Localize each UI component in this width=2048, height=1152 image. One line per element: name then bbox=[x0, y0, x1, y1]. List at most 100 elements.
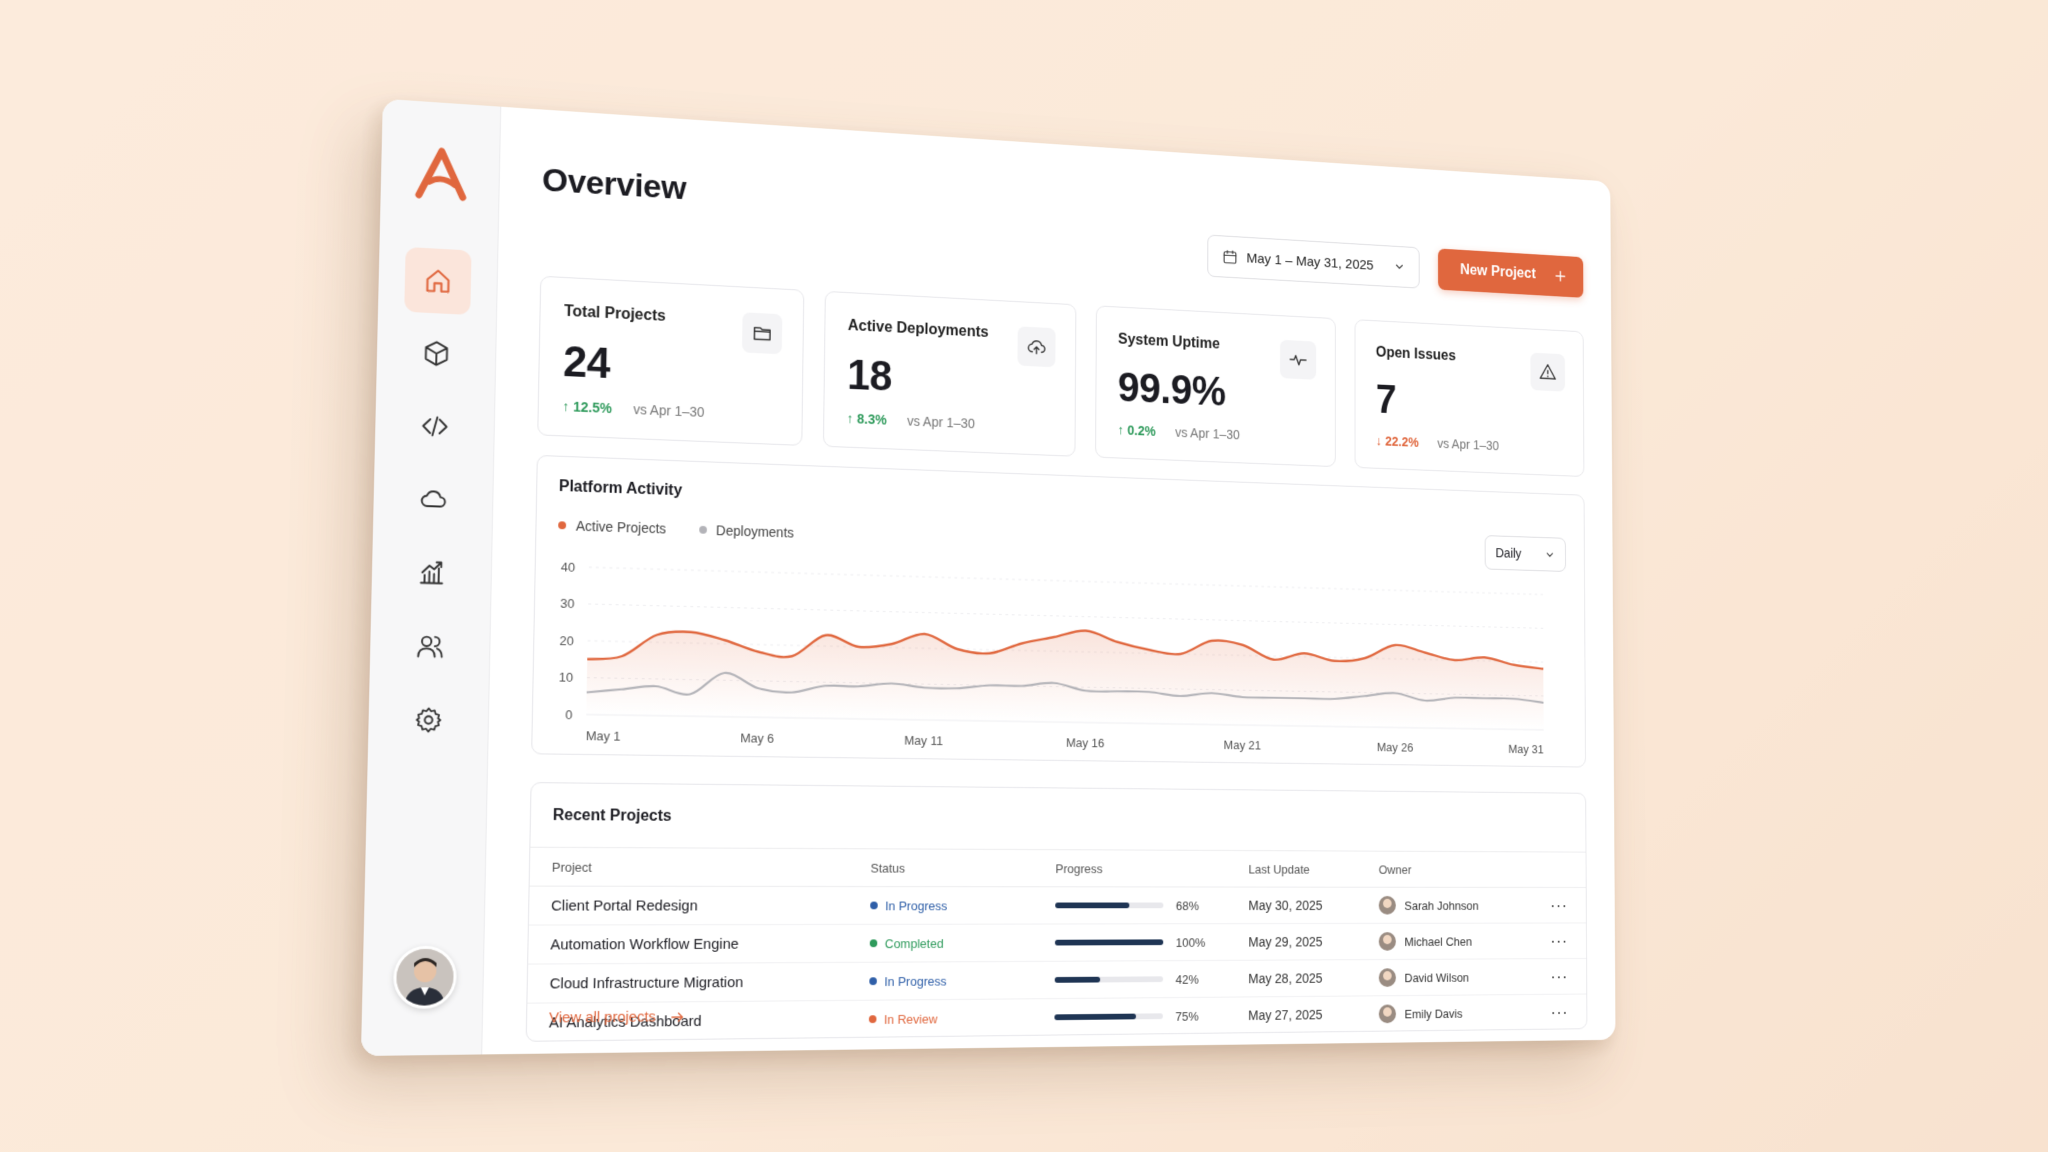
code-icon bbox=[421, 412, 450, 441]
owner-name: Emily Davis bbox=[1405, 1006, 1463, 1020]
kpi-compare: vs Apr 1–30 bbox=[1437, 436, 1499, 453]
status-badge: In Progress bbox=[870, 898, 1055, 913]
home-icon bbox=[424, 267, 453, 296]
gear-icon bbox=[414, 706, 443, 734]
sidebar-item-products[interactable] bbox=[403, 320, 470, 388]
kpi-compare: vs Apr 1–30 bbox=[633, 401, 704, 419]
sidebar-item-code[interactable] bbox=[401, 392, 469, 460]
sidebar-item-home[interactable] bbox=[404, 247, 471, 315]
kpi-delta: ↓ 22.2% bbox=[1376, 433, 1419, 449]
range-select[interactable]: Daily bbox=[1485, 535, 1566, 572]
kpi-cards: Total Projects 24 ↑ 12.5% vs Apr 1–30 Act… bbox=[537, 276, 1584, 477]
owner-name: Michael Chen bbox=[1404, 934, 1472, 948]
activity-chart: 010203040May 1 May 6 May 11 May 16 May 21 May… bbox=[546, 546, 1560, 757]
arrow-up-icon: ↑ bbox=[562, 398, 569, 414]
legend-label: Active Projects bbox=[576, 518, 666, 536]
kpi-label: System Uptime bbox=[1118, 331, 1220, 353]
kpi-label: Open Issues bbox=[1376, 345, 1456, 365]
owner-avatar bbox=[1379, 968, 1396, 987]
folder-icon bbox=[752, 322, 773, 344]
sidebar-item-analytics[interactable] bbox=[398, 539, 466, 606]
column-header: Progress bbox=[1055, 861, 1248, 876]
more-actions-icon[interactable]: ··· bbox=[1518, 1002, 1568, 1022]
more-actions-icon[interactable]: ··· bbox=[1518, 967, 1568, 987]
kpi-delta-value: 8.3% bbox=[857, 411, 887, 427]
last-update: May 30, 2025 bbox=[1248, 898, 1378, 913]
grid-line bbox=[589, 567, 1543, 594]
status-label: Completed bbox=[885, 936, 944, 951]
cube-icon bbox=[422, 339, 451, 368]
progress-bar bbox=[1055, 903, 1163, 909]
more-actions-icon[interactable]: ··· bbox=[1518, 931, 1568, 950]
legend-item-deployments[interactable]: Deployments bbox=[699, 522, 794, 540]
kpi-card-active-deployments[interactable]: Active Deployments 18 ↑ 8.3% vs Apr 1–30 bbox=[823, 291, 1076, 457]
sidebar-item-cloud[interactable] bbox=[399, 466, 467, 534]
arrow-right-icon bbox=[669, 1009, 685, 1025]
kpi-value: 18 bbox=[847, 352, 892, 401]
column-header: Owner bbox=[1379, 862, 1518, 876]
column-header: Last Update bbox=[1248, 862, 1378, 876]
kpi-card-open-issues[interactable]: Open Issues 7 ↓ 22.2% vs Apr 1–30 bbox=[1355, 319, 1585, 477]
project-name: Cloud Infrastructure Migration bbox=[550, 973, 870, 992]
more-actions-icon[interactable]: ··· bbox=[1518, 896, 1568, 915]
kpi-delta-value: 22.2% bbox=[1385, 434, 1419, 450]
user-avatar-image bbox=[396, 949, 454, 1006]
owner: Michael Chen bbox=[1379, 932, 1518, 951]
kpi-value: 7 bbox=[1376, 377, 1396, 423]
chart-legend: Active Projects Deployments bbox=[558, 517, 794, 540]
x-tick-label: May 16 bbox=[1066, 735, 1104, 750]
owner: David Wilson bbox=[1379, 968, 1518, 987]
status-dot bbox=[869, 1015, 877, 1023]
calendar-icon bbox=[1222, 248, 1238, 265]
cloud-icon bbox=[419, 485, 448, 514]
x-tick-label: May 6 bbox=[740, 730, 774, 745]
view-all-projects-link[interactable]: View all projects bbox=[549, 1008, 685, 1026]
sidebar bbox=[361, 99, 501, 1056]
arrow-up-icon: ↑ bbox=[1118, 422, 1124, 437]
sidebar-item-users[interactable] bbox=[396, 613, 464, 680]
y-tick-label: 0 bbox=[565, 707, 572, 722]
kpi-value: 24 bbox=[563, 338, 611, 389]
table-row[interactable]: Automation Workflow Engine Completed 100% M… bbox=[528, 923, 1586, 964]
view-all-label: View all projects bbox=[549, 1008, 656, 1026]
sidebar-item-settings[interactable] bbox=[394, 686, 462, 753]
date-range-label: May 1 – May 31, 2025 bbox=[1246, 250, 1373, 273]
progress-bar bbox=[1055, 976, 1163, 982]
table-row[interactable]: AI Analytics Dashboard In Review 75% May 27… bbox=[527, 994, 1587, 1041]
user-avatar[interactable] bbox=[393, 946, 457, 1009]
owner-name: David Wilson bbox=[1404, 970, 1469, 984]
owner: Sarah Johnson bbox=[1379, 896, 1518, 915]
new-project-label: New Project bbox=[1460, 262, 1536, 282]
kpi-card-system-uptime[interactable]: System Uptime 99.9% ↑ 0.2% vs Apr 1–30 bbox=[1095, 305, 1336, 467]
plus-icon bbox=[1554, 269, 1567, 284]
owner: Emily Davis bbox=[1379, 1003, 1518, 1023]
new-project-button[interactable]: New Project bbox=[1438, 248, 1583, 297]
status-label: In Progress bbox=[885, 898, 947, 913]
x-tick-label: May 11 bbox=[904, 733, 943, 748]
kpi-delta: ↑ 8.3% bbox=[847, 411, 887, 428]
progress-bar-fill bbox=[1055, 903, 1129, 909]
y-tick-label: 20 bbox=[559, 633, 574, 648]
main-content: Overview May 1 – May 31, 2025 New Projec… bbox=[481, 107, 1615, 1055]
kpi-card-total-projects[interactable]: Total Projects 24 ↑ 12.5% vs Apr 1–30 bbox=[537, 276, 804, 446]
chevron-down-icon bbox=[1394, 260, 1406, 273]
legend-item-active-projects[interactable]: Active Projects bbox=[558, 517, 666, 536]
legend-dot bbox=[558, 521, 566, 529]
kpi-icon-box bbox=[1530, 353, 1565, 392]
arrow-down-icon: ↓ bbox=[1376, 433, 1382, 448]
table-row[interactable]: Client Portal Redesign In Progress 68% May … bbox=[529, 887, 1586, 926]
owner-avatar bbox=[1379, 932, 1396, 951]
progress-bar bbox=[1054, 1013, 1162, 1020]
recent-projects-panel: Recent Projects Project Status Progress … bbox=[526, 782, 1588, 1042]
owner-avatar bbox=[1379, 1004, 1396, 1023]
kpi-delta-value: 12.5% bbox=[573, 399, 612, 416]
progress-cell: 68% bbox=[1055, 898, 1248, 912]
kpi-delta: ↑ 12.5% bbox=[562, 398, 612, 416]
dashboard-window: Overview May 1 – May 31, 2025 New Projec… bbox=[361, 99, 1616, 1056]
column-header: Status bbox=[871, 860, 1056, 875]
arrow-up-icon: ↑ bbox=[847, 411, 854, 426]
progress-cell: 42% bbox=[1055, 972, 1249, 988]
progress-cell: 100% bbox=[1055, 935, 1248, 950]
status-dot bbox=[869, 977, 877, 985]
date-range-picker[interactable]: May 1 – May 31, 2025 bbox=[1207, 235, 1420, 289]
